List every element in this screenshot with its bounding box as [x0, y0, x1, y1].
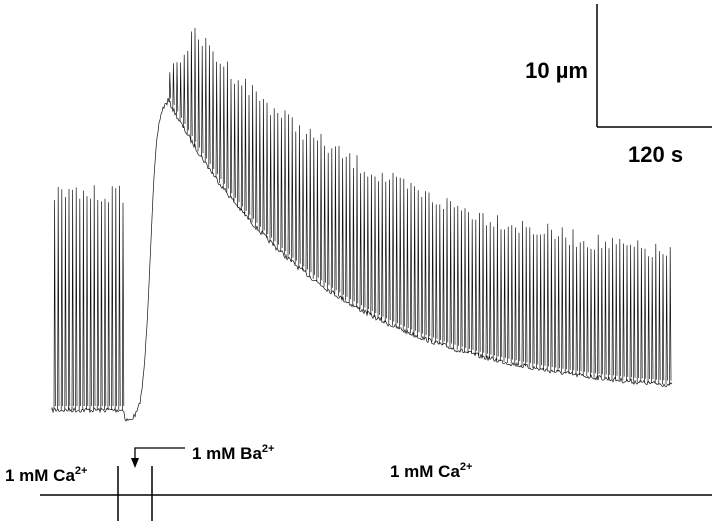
application-arrow — [134, 447, 185, 466]
solution-label: 1 mM Ca2+ — [5, 465, 87, 485]
scale-label-time: 120 s — [628, 142, 683, 167]
label-text: 1 mM Ca — [390, 462, 460, 481]
label-sup: 2+ — [262, 443, 275, 455]
label-text: 1 mM Ba — [192, 444, 262, 463]
arrow-head — [131, 458, 139, 468]
scale-label-length: 10 µm — [525, 58, 588, 83]
label-sup: 2+ — [75, 465, 88, 477]
cell-length-trace — [51, 27, 673, 422]
solution-label: 1 mM Ca2+ — [390, 461, 472, 481]
label-text: 1 mM Ca — [5, 466, 75, 485]
label-sup: 2+ — [460, 461, 473, 473]
solution-label: 1 mM Ba2+ — [192, 443, 274, 463]
trace-path — [51, 27, 673, 422]
